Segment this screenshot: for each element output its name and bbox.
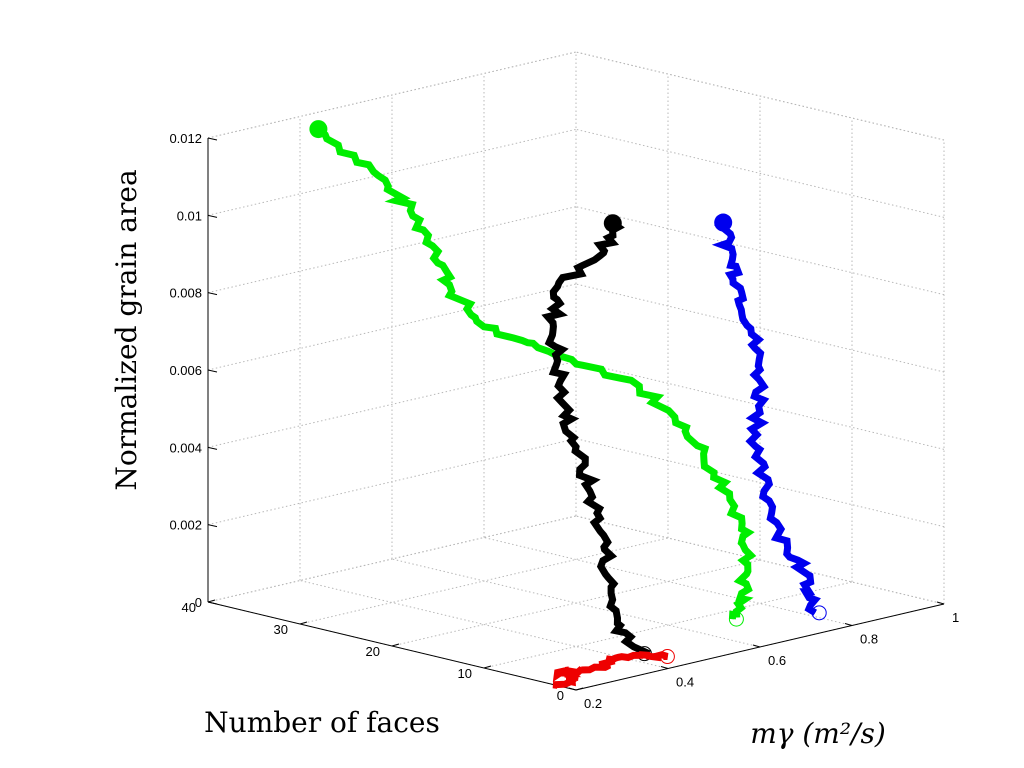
grid-lines <box>207 51 945 691</box>
x-tick-label: 0 <box>557 688 564 703</box>
series-1-core <box>317 127 754 620</box>
z-tick-label: 0.008 <box>169 286 202 301</box>
series-4-core <box>553 653 668 688</box>
x-tick-label: 40 <box>182 600 196 615</box>
axes <box>207 137 945 691</box>
x-axis-label: Number of faces <box>204 706 440 739</box>
x-tick-mark <box>299 621 308 625</box>
z-tick-label: 0.004 <box>169 440 202 455</box>
z-tick-mark <box>207 369 218 373</box>
grid-line <box>575 206 945 296</box>
grid-line <box>575 283 945 373</box>
grid-line <box>207 283 577 371</box>
series-2-start-marker <box>603 214 622 233</box>
series-4-end-marker <box>659 649 675 665</box>
grid-line <box>575 51 945 141</box>
grid-line <box>575 515 945 605</box>
y-tick-mark <box>844 623 853 626</box>
y-tick-mark <box>936 601 945 605</box>
z-tick-mark <box>207 137 218 141</box>
grid-line <box>207 515 577 603</box>
y-tick-mark <box>752 644 761 648</box>
x-tick-label: 30 <box>274 622 288 637</box>
z-tick-mark <box>207 601 218 605</box>
y-tick-label: 1 <box>952 610 959 625</box>
grid-line <box>207 128 577 216</box>
x-tick-label: 20 <box>366 644 380 659</box>
y-tick-label: 0.6 <box>768 653 786 668</box>
x-tick-mark <box>575 687 584 691</box>
grid-line <box>207 438 577 526</box>
z-tick-mark <box>207 214 218 218</box>
series-1-line <box>316 126 757 620</box>
y-tick-mark <box>660 666 669 669</box>
y-tick-label: 0.8 <box>860 632 878 647</box>
z-tick-label: 0.01 <box>177 208 202 223</box>
grid-line <box>391 558 761 648</box>
x-tick-label: 10 <box>458 666 472 681</box>
tick-labels: 0102030400.20.40.60.8100.0020.0040.0060.… <box>169 131 959 711</box>
series-1-start-marker <box>309 120 328 139</box>
z-tick-mark <box>207 292 218 296</box>
x-tick-mark <box>391 643 400 647</box>
z-tick-label: 0.006 <box>169 363 202 378</box>
grid-line <box>207 51 577 139</box>
y-axis-label: mγ (m²/s) <box>750 717 886 750</box>
y-tick-mark <box>568 687 577 691</box>
grid-line <box>207 206 577 294</box>
grid-line <box>483 537 853 626</box>
grid-line <box>299 537 669 625</box>
data-series <box>309 120 827 690</box>
x-tick-mark <box>483 665 492 669</box>
grid-line <box>483 581 853 669</box>
series-2-core <box>545 221 648 655</box>
series-3-start-marker <box>714 213 733 232</box>
z-tick-label: 0.012 <box>169 131 202 146</box>
grid-line <box>575 128 945 218</box>
grid-line <box>575 438 945 528</box>
z-tick-label: 0.002 <box>169 518 202 533</box>
z-tick-label: 0 <box>195 595 202 610</box>
series-1-end-marker <box>728 611 744 627</box>
x-tick-mark <box>207 599 216 603</box>
z-tick-mark <box>207 446 218 450</box>
series-3-end-marker <box>811 605 827 621</box>
z-axis-label: Normalized grain area <box>110 169 143 490</box>
grid-line <box>207 360 577 448</box>
y-tick-label: 0.2 <box>584 696 602 711</box>
y-tick-label: 0.4 <box>676 675 694 690</box>
series-2-line <box>541 220 652 657</box>
z-tick-mark <box>207 524 218 528</box>
grid-line <box>299 580 669 669</box>
series-3-core <box>717 221 818 615</box>
